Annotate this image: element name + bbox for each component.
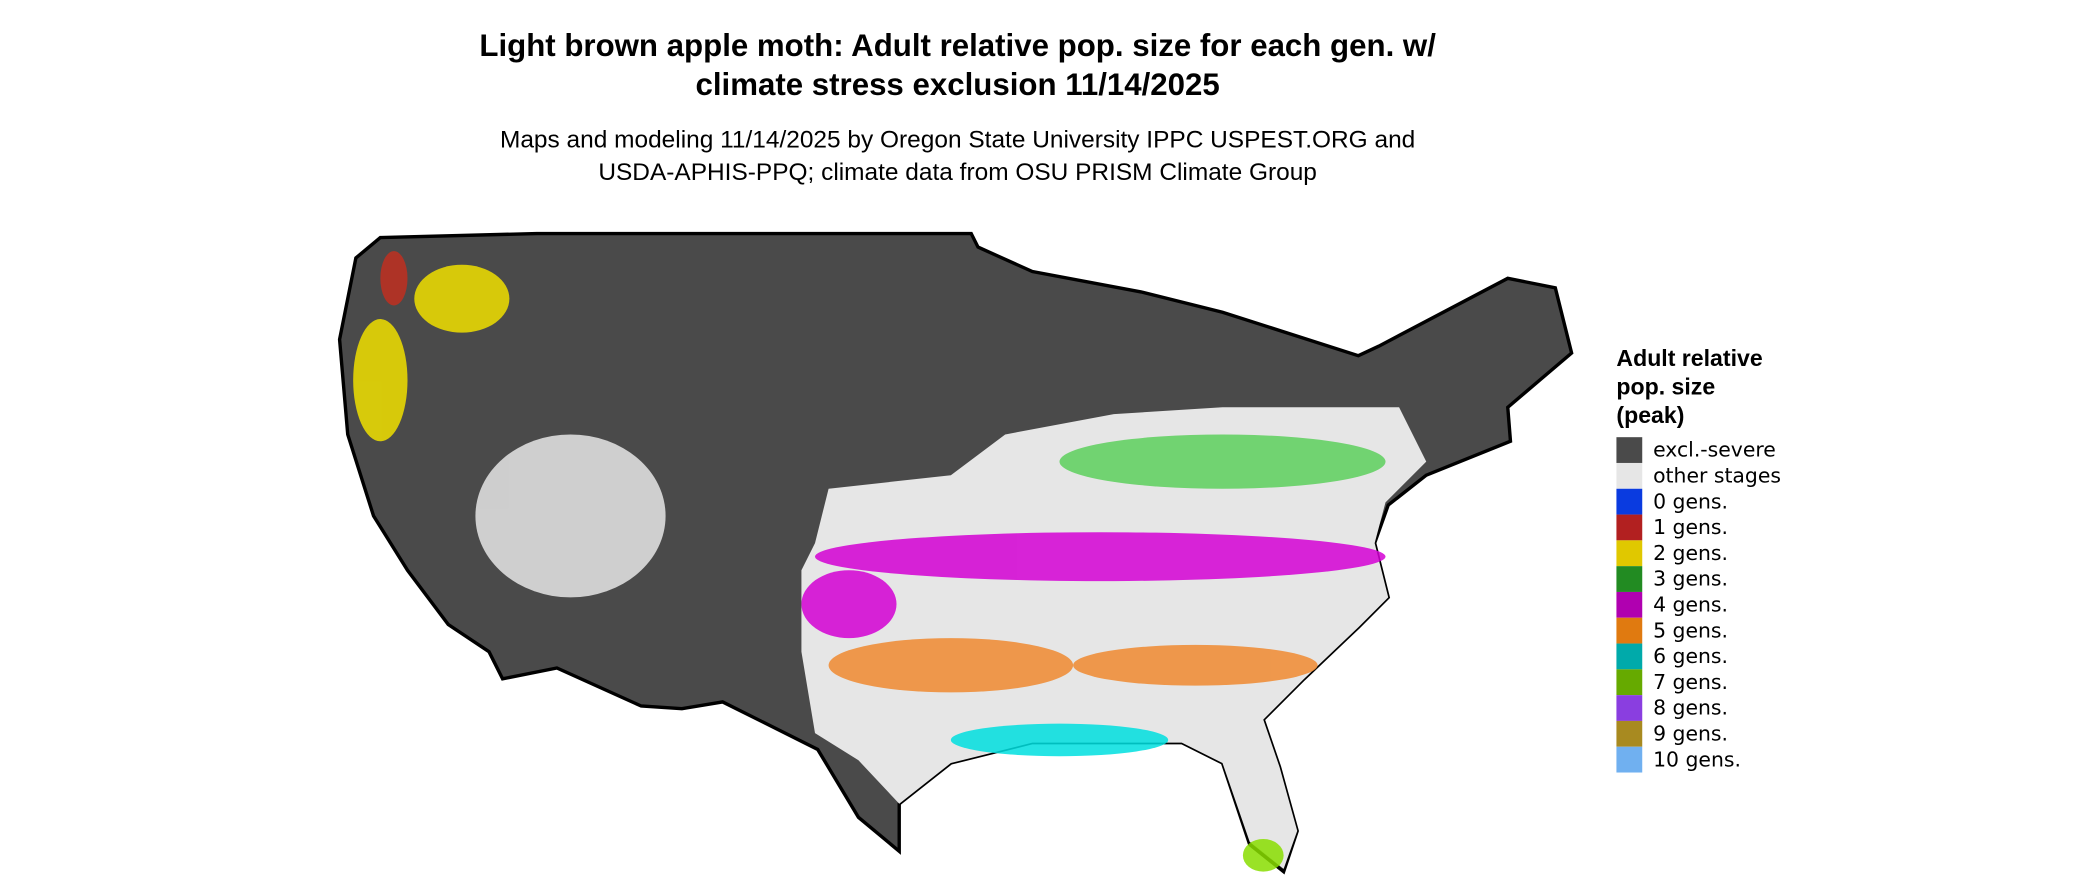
legend-swatch (1616, 514, 1643, 541)
subtitle-line: USDA-APHIS-PPQ; climate data from OSU PR… (598, 159, 1317, 186)
generation-zones (353, 251, 1386, 872)
zone-2-gens (414, 264, 510, 333)
legend-label: 7 gens. (1653, 670, 1728, 694)
zone-5-gens (1073, 644, 1318, 686)
legend-swatch (1616, 746, 1643, 773)
legend-title: pop. size (1616, 373, 1715, 399)
legend-title: Adult relative (1616, 345, 1762, 371)
zone-7-gens (1242, 839, 1284, 872)
legend-label: 1 gens. (1653, 515, 1728, 539)
zone-mixed (475, 434, 666, 598)
legend-label: 2 gens. (1653, 541, 1728, 565)
legend-swatch (1616, 566, 1643, 592)
title-line: Light brown apple moth: Adult relative p… (479, 28, 1436, 63)
zone-6-gens (950, 723, 1169, 757)
legend-title: (peak) (1616, 402, 1684, 428)
legend-swatch (1616, 669, 1643, 696)
zone-4-gens (815, 532, 1386, 582)
legend-label: 0 gens. (1653, 489, 1728, 513)
legend-label: 10 gens. (1653, 747, 1741, 771)
legend-swatch (1616, 540, 1643, 567)
zone-4-gens (801, 570, 897, 639)
legend-swatch (1616, 617, 1643, 644)
legend-swatch (1616, 437, 1643, 463)
legend-label: 8 gens. (1653, 696, 1728, 720)
legend-swatch (1616, 720, 1643, 747)
legend-swatch (1616, 462, 1643, 489)
legend-label: 6 gens. (1653, 644, 1728, 668)
title-line: climate stress exclusion 11/14/2025 (695, 67, 1219, 102)
legend-label: other stages (1653, 464, 1781, 488)
zone-5-gens (828, 638, 1074, 693)
legend-swatch (1616, 643, 1643, 670)
legend-label: excl.-severe (1653, 438, 1776, 462)
legend: Adult relative pop. size (peak) excl.-se… (1616, 345, 1781, 773)
us-map (337, 231, 1574, 875)
legend-label: 3 gens. (1653, 567, 1728, 591)
zone-2-gens (353, 319, 408, 442)
legend-label: 9 gens. (1653, 722, 1728, 746)
zone-3-gens (1059, 434, 1386, 489)
legend-label: 4 gens. (1653, 593, 1728, 617)
zone-1-gens (380, 251, 408, 306)
legend-swatch (1616, 591, 1643, 618)
subtitle-line: Maps and modeling 11/14/2025 by Oregon S… (500, 127, 1415, 154)
other-stages-region (801, 407, 1427, 869)
legend-swatch (1616, 695, 1643, 721)
legend-swatch (1616, 488, 1643, 515)
legend-label: 5 gens. (1653, 618, 1728, 642)
